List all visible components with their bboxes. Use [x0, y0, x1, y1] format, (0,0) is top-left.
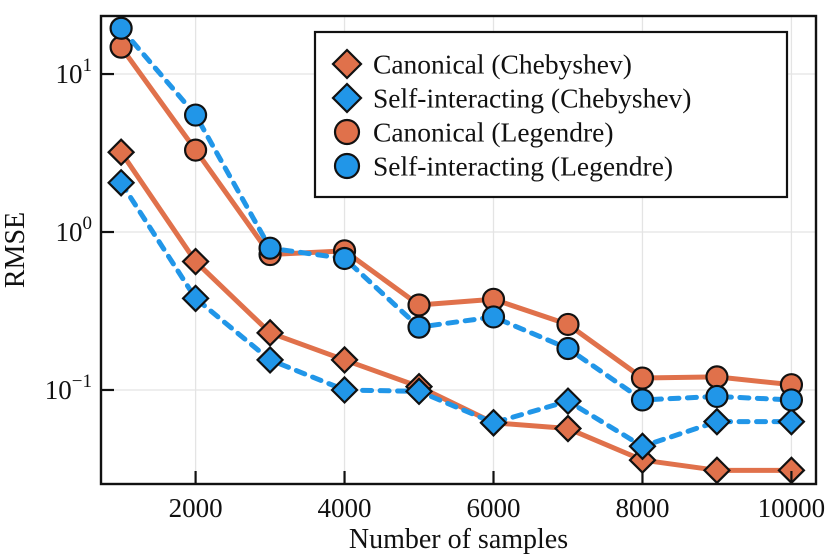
- legend-entry-canonical-chebyshev: Canonical (Chebyshev): [331, 48, 632, 80]
- series-self-interacting-chebyshev: [107, 168, 806, 461]
- y-tick-labels: 101 100 10−1: [45, 55, 92, 405]
- axis-ticks: [101, 72, 793, 484]
- x-tick-label: 2000: [169, 493, 223, 523]
- x-tick-label: 10000: [758, 493, 826, 523]
- x-axis-label: Number of samples: [349, 524, 568, 554]
- y-tick-label: 101: [56, 55, 93, 89]
- y-tick-label: 10−1: [45, 371, 92, 405]
- series-self-interacting-legendre: [109, 16, 804, 412]
- y-axis-label: RMSE: [0, 212, 31, 288]
- plot-frame: [99, 14, 818, 486]
- legend-label: Self-interacting (Chebyshev): [373, 83, 691, 114]
- legend: Canonical (Chebyshev)Self-interacting (C…: [313, 30, 789, 199]
- x-tick-label: 6000: [467, 493, 521, 523]
- legend-box: [313, 30, 789, 199]
- legend-label: Canonical (Legendre): [373, 117, 614, 148]
- legend-entry-self-interacting-chebyshev: Self-interacting (Chebyshev): [331, 82, 691, 114]
- y-tick-label: 100: [56, 213, 93, 247]
- x-tick-label: 8000: [615, 493, 669, 523]
- x-tick-label: 4000: [318, 493, 372, 523]
- legend-label: Canonical (Chebyshev): [373, 49, 632, 80]
- legend-label: Self-interacting (Legendre): [373, 151, 673, 182]
- legend-entry-canonical-legendre: Canonical (Legendre): [333, 117, 614, 148]
- legend-entry-self-interacting-legendre: Self-interacting (Legendre): [333, 151, 673, 182]
- x-tick-labels: 2000 4000 6000 8000 10000: [169, 493, 826, 523]
